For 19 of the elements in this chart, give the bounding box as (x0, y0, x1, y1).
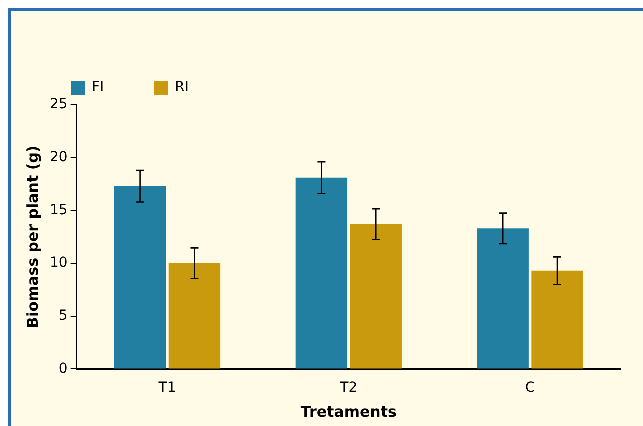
y-axis-title: Biomass per plant (g) (24, 146, 42, 328)
bar (168, 264, 221, 369)
bar (114, 186, 166, 369)
bar (532, 270, 584, 369)
x-tick-label: C (525, 380, 536, 396)
y-tick-label: 15 (50, 202, 68, 218)
y-tick-label: 25 (50, 96, 68, 113)
x-axis-title: Tretaments (300, 402, 397, 421)
x-tick-label: T2 (339, 380, 358, 396)
y-tick-label: 20 (50, 149, 68, 166)
bar (350, 224, 402, 369)
y-tick-label: 0 (58, 360, 68, 377)
bar (296, 178, 348, 369)
y-tick-label: 10 (50, 255, 68, 272)
y-tick-label: 5 (58, 308, 68, 324)
bar (477, 228, 529, 369)
legend-label: RI (175, 80, 190, 96)
x-tick-label: T1 (158, 380, 176, 396)
legend-label: FI (92, 80, 104, 96)
